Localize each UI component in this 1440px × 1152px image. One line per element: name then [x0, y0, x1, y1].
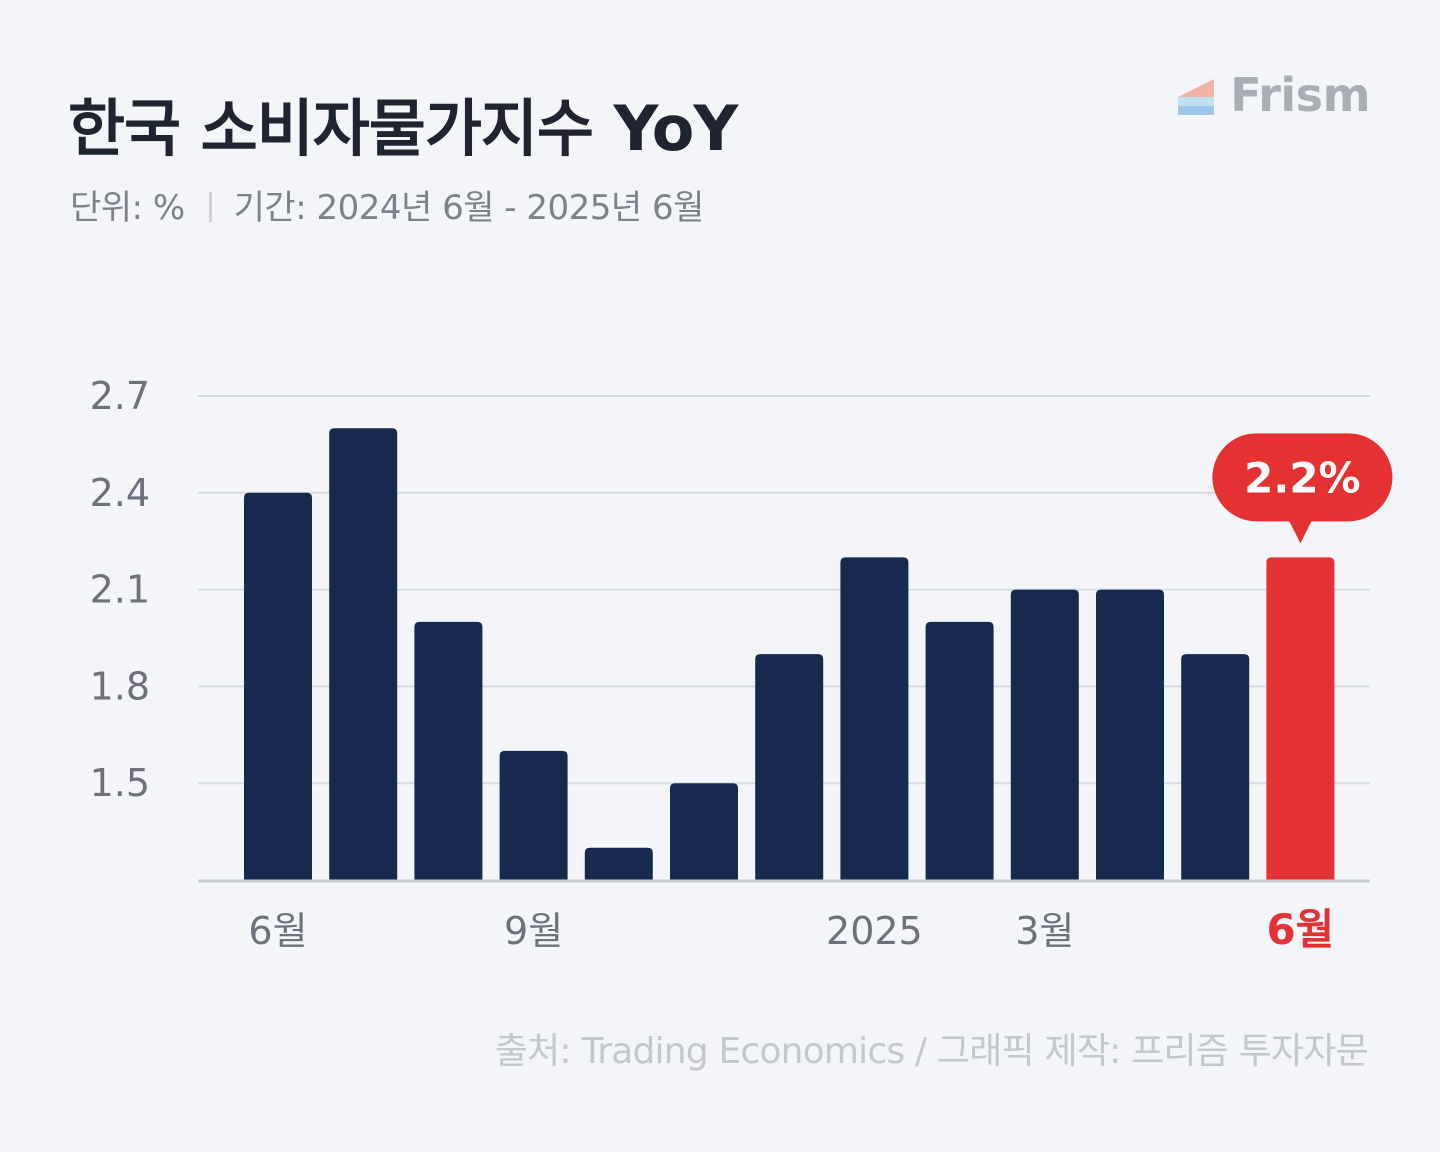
- callout-label: 2.2%: [1244, 453, 1360, 502]
- bar: [414, 621, 483, 880]
- x-tick-label: 3월: [1015, 909, 1074, 953]
- frism-logo-icon: [1178, 79, 1215, 115]
- period-label: 기간: 2024년 6월 - 2025년 6월: [233, 188, 705, 228]
- callout-pointer: [1288, 519, 1313, 544]
- bar: [925, 621, 994, 880]
- x-tick-label: 6월: [1266, 905, 1334, 954]
- frism-logo: Frism: [1176, 68, 1370, 122]
- bar: [1181, 654, 1250, 880]
- bar: [670, 783, 738, 880]
- chart-subtitle: 단위: % 기간: 2024년 6월 - 2025년 6월: [70, 180, 704, 229]
- bar: [329, 428, 398, 880]
- callout-bubble: [1212, 433, 1393, 522]
- y-tick-label: 1.8: [90, 664, 150, 708]
- logo-text: Frism: [1230, 68, 1370, 122]
- bar: [755, 654, 824, 880]
- subtitle-divider: [208, 191, 212, 222]
- bar: [840, 557, 909, 880]
- bar: [1096, 589, 1164, 880]
- x-tick-label: 6월: [248, 909, 307, 953]
- bar: [1010, 589, 1079, 880]
- bar: [584, 847, 653, 880]
- value-callout: 2.2%: [1212, 433, 1393, 544]
- chart-title: 한국 소비자물가지수 YoY: [68, 92, 738, 165]
- y-tick-label: 1.5: [90, 761, 150, 805]
- bar-highlight: [1266, 557, 1335, 880]
- y-tick-label: 2.1: [90, 568, 150, 612]
- bar: [244, 492, 312, 880]
- x-tick-label: 2025: [826, 909, 923, 953]
- unit-label: 단위: %: [70, 188, 185, 228]
- bar-chart: 1.5 1.8 2.1 2.4 2.7 6월 9월 2025 3월 6월 2.2%: [90, 374, 1393, 954]
- bar: [499, 750, 568, 880]
- y-tick-label: 2.4: [90, 471, 150, 515]
- source-credit: 출처: Trading Economics / 그래픽 제작: 프리즘 투자자문: [494, 1031, 1369, 1072]
- y-tick-label: 2.7: [90, 374, 150, 418]
- x-tick-label: 9월: [504, 909, 563, 953]
